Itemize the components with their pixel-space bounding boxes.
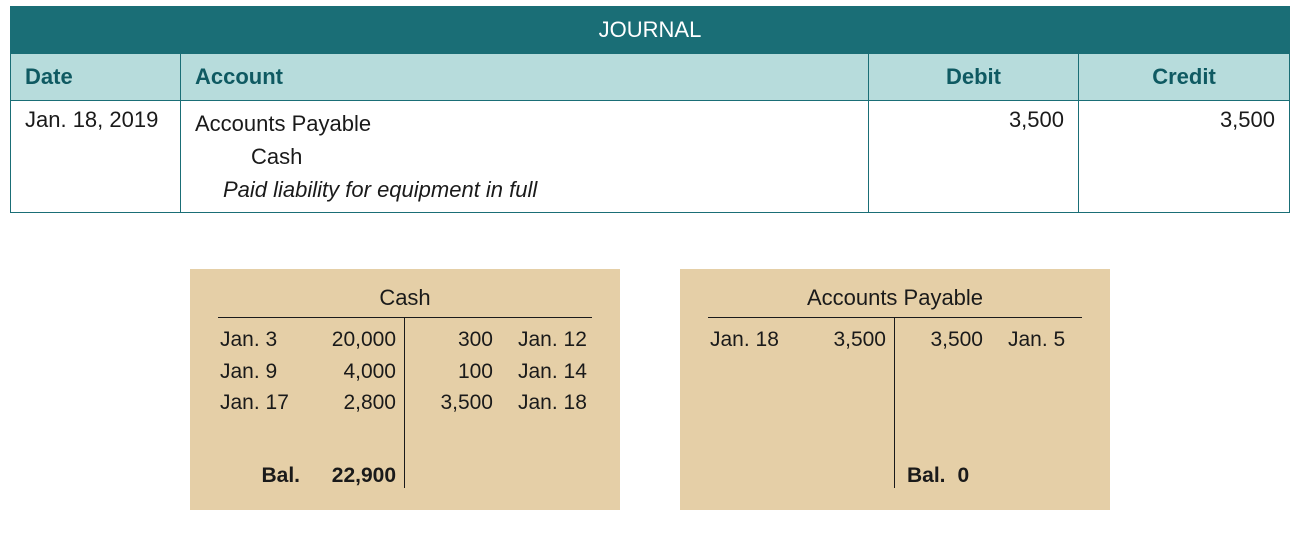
entry-credit-amount: 3,500 — [1079, 100, 1289, 212]
t-account-cash-c2: 100 Jan. 14 — [413, 356, 590, 388]
t-date: Jan. 12 — [510, 324, 590, 356]
t-date: Jan. 18 — [710, 324, 790, 356]
t-date: Jan. 14 — [510, 356, 590, 388]
t-account-cash-balance: Bal. 22,900 — [212, 448, 405, 488]
t-date: Jan. 17 — [220, 387, 300, 419]
balance-label: Bal. — [220, 464, 300, 488]
t-date: Jan. 3 — [220, 324, 300, 356]
col-credit: Credit — [1079, 53, 1289, 100]
entry-account-credit: Cash — [195, 140, 854, 173]
col-account: Account — [181, 53, 869, 100]
t-account-ap: Accounts Payable Jan. 18 3,500 3,500 Jan… — [680, 269, 1110, 510]
t-account-ap-credits: 3,500 Jan. 5 — [895, 318, 1088, 448]
t-account-cash-c1: 300 Jan. 12 — [413, 324, 590, 356]
t-accounts-row: Cash Jan. 3 20,000 Jan. 9 4,000 Jan. 17 … — [10, 269, 1290, 510]
t-account-cash-c3: 3,500 Jan. 18 — [413, 387, 590, 419]
entry-debit-amount: 3,500 — [869, 100, 1079, 212]
col-debit: Debit — [869, 53, 1079, 100]
t-account-cash-body: Jan. 3 20,000 Jan. 9 4,000 Jan. 17 2,800… — [212, 318, 598, 448]
t-amount: 4,000 — [316, 356, 396, 388]
t-account-cash: Cash Jan. 3 20,000 Jan. 9 4,000 Jan. 17 … — [190, 269, 620, 510]
t-account-ap-balance-inner: Bal. 0 — [907, 464, 969, 488]
t-date: Jan. 5 — [1000, 324, 1080, 356]
t-account-ap-bal-row: Bal. 0 — [702, 448, 1088, 488]
t-date: Jan. 18 — [510, 387, 590, 419]
t-date: Jan. 9 — [220, 356, 300, 388]
t-account-ap-body: Jan. 18 3,500 3,500 Jan. 5 — [702, 318, 1088, 448]
balance-amount: 0 — [958, 464, 970, 488]
t-account-cash-debits: Jan. 3 20,000 Jan. 9 4,000 Jan. 17 2,800 — [212, 318, 405, 448]
t-account-cash-title: Cash — [212, 285, 598, 311]
journal-entry-row: Jan. 18, 2019 Accounts Payable Cash Paid… — [11, 100, 1289, 212]
journal-title: JOURNAL — [11, 7, 1289, 53]
col-date: Date — [11, 53, 181, 100]
t-account-cash-credits: 300 Jan. 12 100 Jan. 14 3,500 Jan. 18 — [405, 318, 598, 448]
t-account-cash-d2: Jan. 9 4,000 — [220, 356, 396, 388]
t-amount: 20,000 — [316, 324, 396, 356]
t-account-ap-balance: Bal. 0 — [895, 448, 1088, 488]
t-account-ap-bal-empty — [702, 448, 895, 488]
journal-head-row: Date Account Debit Credit — [11, 53, 1289, 100]
balance-amount: 22,900 — [316, 464, 396, 488]
entry-date: Jan. 18, 2019 — [11, 100, 181, 212]
t-account-ap-title: Accounts Payable — [702, 285, 1088, 311]
t-amount: 3,500 — [903, 324, 983, 356]
t-amount: 3,500 — [413, 387, 493, 419]
entry-account-debit: Accounts Payable — [195, 107, 854, 140]
t-account-cash-d1: Jan. 3 20,000 — [220, 324, 396, 356]
entry-account-cell: Accounts Payable Cash Paid liability for… — [181, 100, 869, 212]
t-account-cash-bal-row: Bal. 22,900 — [212, 448, 598, 488]
t-account-ap-c1: 3,500 Jan. 5 — [903, 324, 1080, 356]
t-account-cash-bal-empty — [405, 448, 598, 488]
journal-table: JOURNAL Date Account Debit Credit Jan. 1… — [10, 6, 1290, 213]
t-account-ap-debits: Jan. 18 3,500 — [702, 318, 895, 448]
t-amount: 300 — [413, 324, 493, 356]
t-amount: 2,800 — [316, 387, 396, 419]
t-amount: 100 — [413, 356, 493, 388]
t-account-cash-d3: Jan. 17 2,800 — [220, 387, 396, 419]
entry-memo: Paid liability for equipment in full — [195, 173, 854, 206]
balance-label: Bal. — [907, 464, 946, 488]
t-account-ap-d1: Jan. 18 3,500 — [710, 324, 886, 356]
t-amount: 3,500 — [806, 324, 886, 356]
